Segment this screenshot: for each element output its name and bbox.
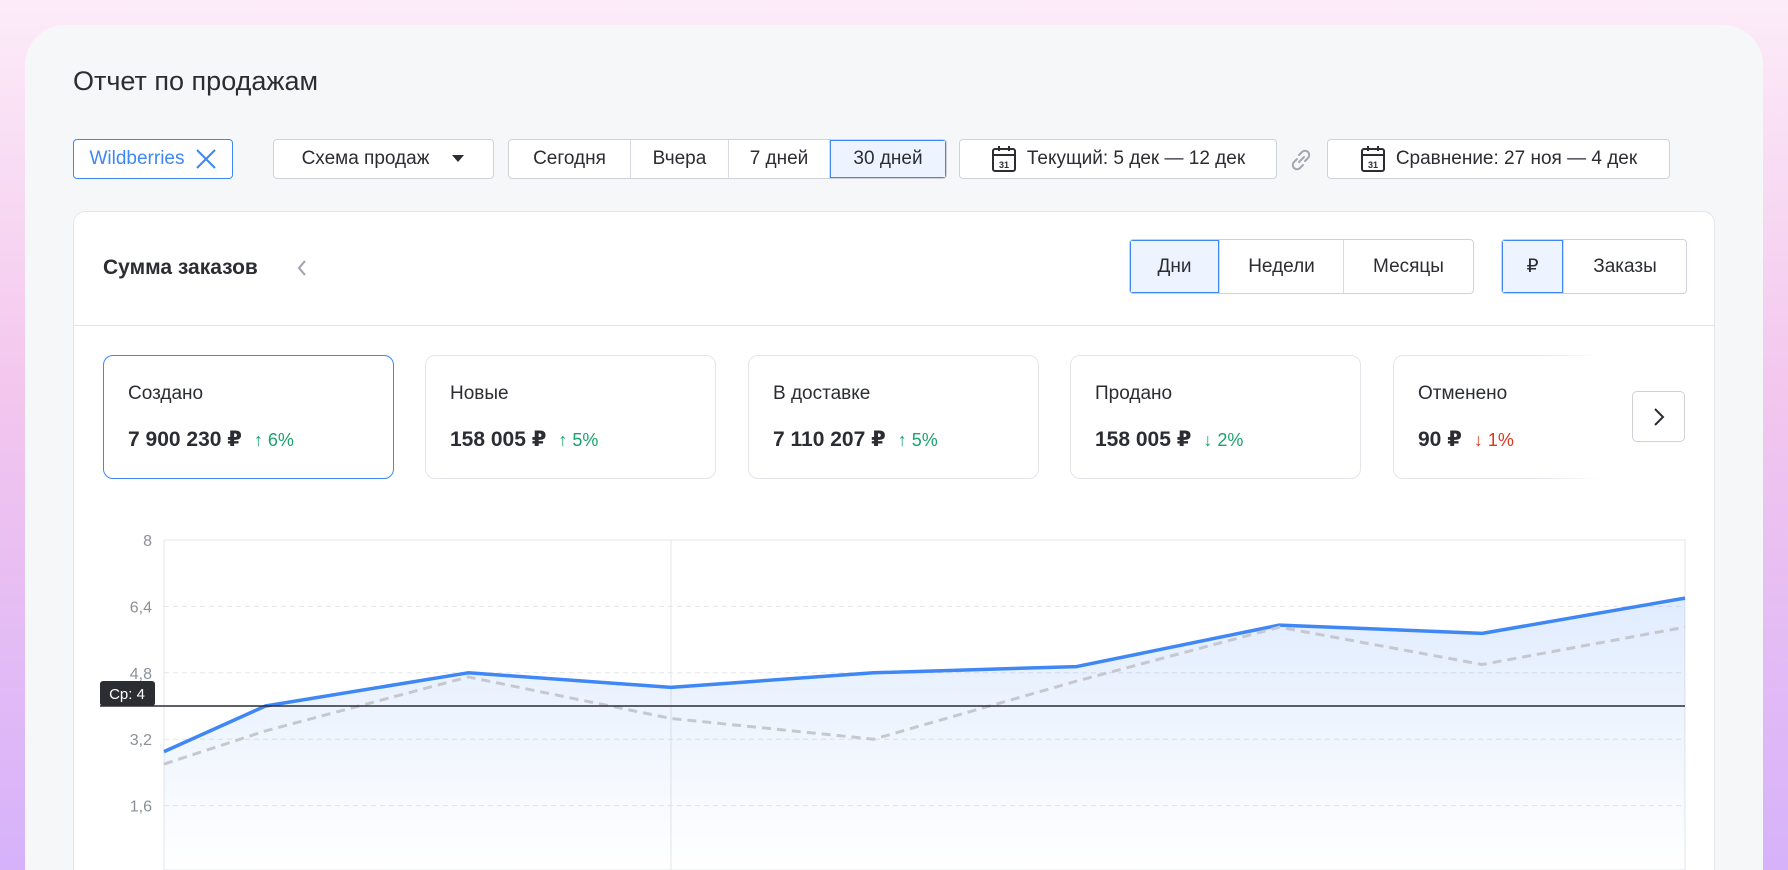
svg-text:31: 31 xyxy=(999,160,1009,170)
marketplace-chip[interactable]: Wildberries xyxy=(73,139,233,179)
kpi-value: 158 005 ₽ xyxy=(1095,428,1192,451)
kpi-label: Продано xyxy=(1095,383,1173,404)
series-area xyxy=(164,598,1685,870)
y-tick-label: 8 xyxy=(143,533,152,550)
kpi-change: ↓ 2% xyxy=(1203,430,1244,450)
period-7-days[interactable]: 7 дней xyxy=(728,140,829,178)
calendar-icon: 31 xyxy=(991,146,1016,172)
kpi-value: 90 ₽ xyxy=(1418,428,1462,451)
y-tick-label: 3,2 xyxy=(130,732,152,749)
y-tick-label: 1,6 xyxy=(130,799,152,816)
kpi-label: В доставке xyxy=(773,383,871,404)
kpi-card[interactable]: В доставке 7 110 207 ₽ ↑ 5% xyxy=(748,355,1039,479)
kpi-value: 7 900 230 ₽ xyxy=(128,428,242,451)
kpi-change: ↑ 6% xyxy=(253,430,294,450)
caret-down-icon xyxy=(452,155,465,162)
kpi-change: ↓ 1% xyxy=(1473,430,1514,450)
next-cards-button[interactable] xyxy=(1632,391,1685,442)
link-icon[interactable] xyxy=(1287,146,1315,174)
current-range-label: Текущий: 5 дек — 12 дек xyxy=(1026,148,1246,169)
kpi-label: Новые xyxy=(450,383,509,404)
panel-title: Сумма заказов xyxy=(103,256,258,279)
granularity-weeks[interactable]: Недели xyxy=(1219,240,1343,293)
granularity-selector: Дни Недели Месяцы xyxy=(1129,239,1474,294)
unit-orders[interactable]: Заказы xyxy=(1563,240,1686,293)
average-label: Ср: 4 xyxy=(109,686,145,703)
calendar-icon: 31 xyxy=(1360,146,1385,172)
current-range-button[interactable]: 31 Текущий: 5 дек — 12 дек xyxy=(959,139,1277,179)
average-badge xyxy=(100,681,155,706)
granularity-days[interactable]: Дни xyxy=(1130,240,1219,293)
unit-selector: ₽ Заказы xyxy=(1501,239,1687,294)
header-divider xyxy=(74,325,1714,326)
y-tick-label: 6,4 xyxy=(130,599,152,616)
period-yesterday[interactable]: Вчера xyxy=(630,140,728,178)
kpi-label: Создано xyxy=(128,383,204,404)
marketplace-label: Wildberries xyxy=(89,148,185,169)
chevron-right-icon xyxy=(1653,407,1664,426)
chevron-left-icon[interactable] xyxy=(296,258,308,278)
kpi-card[interactable]: Создано 7 900 230 ₽ ↑ 6% xyxy=(103,355,394,479)
page-title: Отчет по продажам xyxy=(73,66,319,96)
compare-range-button[interactable]: 31 Сравнение: 27 ноя — 4 дек xyxy=(1327,139,1670,179)
kpi-change: ↑ 5% xyxy=(558,430,599,450)
granularity-months[interactable]: Месяцы xyxy=(1343,240,1473,293)
svg-text:31: 31 xyxy=(1368,160,1378,170)
cards-fade xyxy=(1540,326,1714,510)
kpi-change: ↑ 5% xyxy=(897,430,938,450)
kpi-card[interactable]: Продано 158 005 ₽ ↓ 2% xyxy=(1070,355,1361,479)
kpi-value: 7 110 207 ₽ xyxy=(773,428,886,451)
y-tick-label: 4,8 xyxy=(130,666,152,683)
unit-rub[interactable]: ₽ xyxy=(1502,240,1563,293)
compare-range-label: Сравнение: 27 ноя — 4 дек xyxy=(1395,148,1638,169)
close-icon[interactable] xyxy=(195,148,217,170)
period-today[interactable]: Сегодня xyxy=(533,148,606,169)
scheme-dropdown[interactable]: Схема продаж xyxy=(273,139,494,179)
period-30-days[interactable]: 30 дней xyxy=(829,140,946,178)
kpi-card[interactable]: Новые 158 005 ₽ ↑ 5% xyxy=(425,355,716,479)
kpi-label: Отменено xyxy=(1418,383,1508,404)
kpi-value: 158 005 ₽ xyxy=(450,428,547,451)
period-selector: Сегодня Вчера 7 дней 30 дней xyxy=(508,139,947,179)
scheme-label: Схема продаж xyxy=(301,148,430,169)
